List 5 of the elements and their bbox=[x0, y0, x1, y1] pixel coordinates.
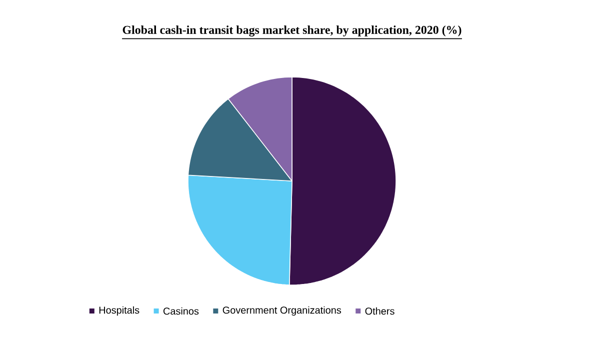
legend-label: Government Organizations bbox=[222, 306, 342, 316]
chart-title: Global cash-in transit bags market share, by application, 2020 (%) bbox=[122, 26, 462, 36]
legend-label: Casinos bbox=[163, 307, 199, 315]
legend-label: Hospitals bbox=[99, 306, 140, 316]
legend-label: Others bbox=[365, 307, 394, 315]
